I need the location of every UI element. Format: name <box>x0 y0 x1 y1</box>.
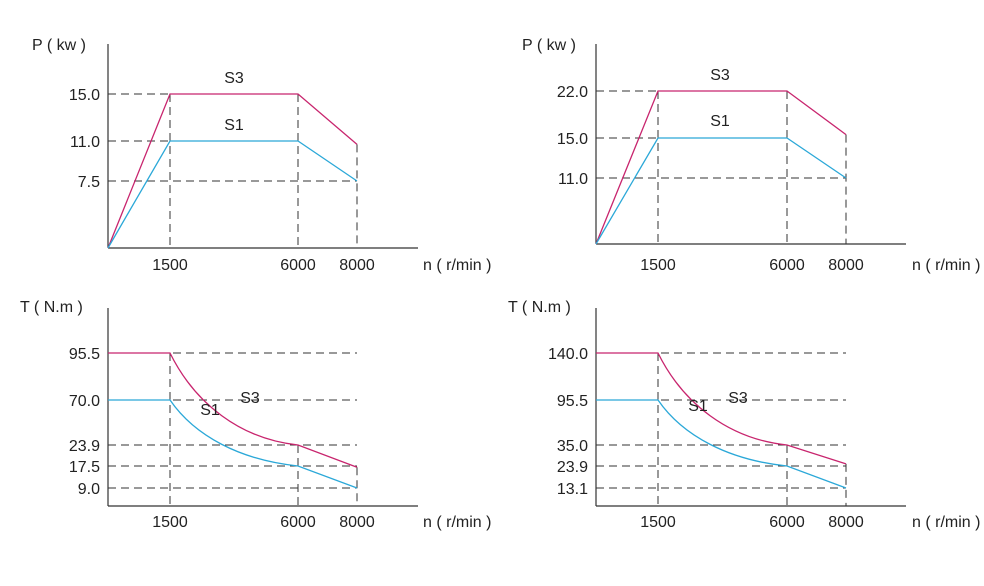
y-tick-label: 70.0 <box>69 393 100 410</box>
x-tick-label: 8000 <box>339 257 375 274</box>
series-s1-label: S1 <box>224 117 244 134</box>
y-axis-label: P ( kw ) <box>32 37 86 54</box>
x-axis-label: n ( r/min ) <box>912 257 980 274</box>
x-tick-label: 8000 <box>828 257 864 274</box>
chart-panel-1: P ( kw ) n ( r/min ) 15.0 11.0 7.5 1500 6000 80… <box>32 37 491 274</box>
y-tick-label: 13.1 <box>557 481 588 498</box>
y-tick-label: 23.9 <box>557 459 588 476</box>
x-tick-label: 6000 <box>280 257 316 274</box>
y-tick-label: 9.0 <box>78 481 100 498</box>
y-tick-label: 22.0 <box>557 84 588 101</box>
x-axis-label: n ( r/min ) <box>423 514 491 531</box>
y-tick-label: 11.0 <box>558 171 588 188</box>
y-tick-label: 17.5 <box>69 459 100 476</box>
y-axis-label: P ( kw ) <box>522 37 576 54</box>
x-tick-label: 8000 <box>828 514 864 531</box>
y-tick-label: 95.5 <box>69 346 100 363</box>
series-s1-line <box>108 399 358 489</box>
x-tick-label: 6000 <box>769 514 805 531</box>
y-tick-label: 15.0 <box>557 131 588 148</box>
series-s3-label: S3 <box>224 70 244 87</box>
y-tick-label: 140.0 <box>548 346 588 363</box>
x-tick-label: 8000 <box>339 514 375 531</box>
x-tick-label: 1500 <box>640 514 676 531</box>
x-tick-label: 6000 <box>769 257 805 274</box>
x-tick-label: 6000 <box>280 514 316 531</box>
chart-panel-3: T ( N.m ) n ( r/min ) 95.5 70.0 23.9 17.5 9.0 1… <box>20 299 491 531</box>
y-tick-label: 7.5 <box>78 174 100 191</box>
series-s3-line <box>108 352 358 468</box>
series-s1-label: S1 <box>710 113 730 130</box>
x-axis-label: n ( r/min ) <box>423 257 491 274</box>
series-s1-label: S1 <box>688 398 708 415</box>
series-s1-line <box>107 140 358 249</box>
series-s3-label: S3 <box>240 390 260 407</box>
y-tick-label: 35.0 <box>557 438 588 455</box>
series-s1-line <box>595 137 847 245</box>
y-tick-label: 11.0 <box>70 134 100 151</box>
x-tick-label: 1500 <box>152 257 188 274</box>
chart-panel-2: P ( kw ) n ( r/min ) 22.0 15.0 11.0 1500 6000 8… <box>522 37 980 274</box>
y-axis-label: T ( N.m ) <box>508 299 571 316</box>
chart-panel-4: T ( N.m ) n ( r/min ) 140.0 95.5 35.0 23.9 13.… <box>508 299 980 531</box>
y-axis-label: T ( N.m ) <box>20 299 83 316</box>
series-s3-line <box>107 93 358 249</box>
series-s1-label: S1 <box>200 402 220 419</box>
series-s3-line <box>596 352 847 465</box>
x-tick-label: 1500 <box>640 257 676 274</box>
y-tick-label: 95.5 <box>557 393 588 410</box>
series-s3-label: S3 <box>710 67 730 84</box>
series-s1-line <box>596 399 847 489</box>
y-tick-label: 15.0 <box>69 87 100 104</box>
series-s3-line <box>595 90 847 245</box>
series-s3-label: S3 <box>728 390 748 407</box>
x-axis-label: n ( r/min ) <box>912 514 980 531</box>
x-tick-label: 1500 <box>152 514 188 531</box>
y-tick-label: 23.9 <box>69 438 100 455</box>
